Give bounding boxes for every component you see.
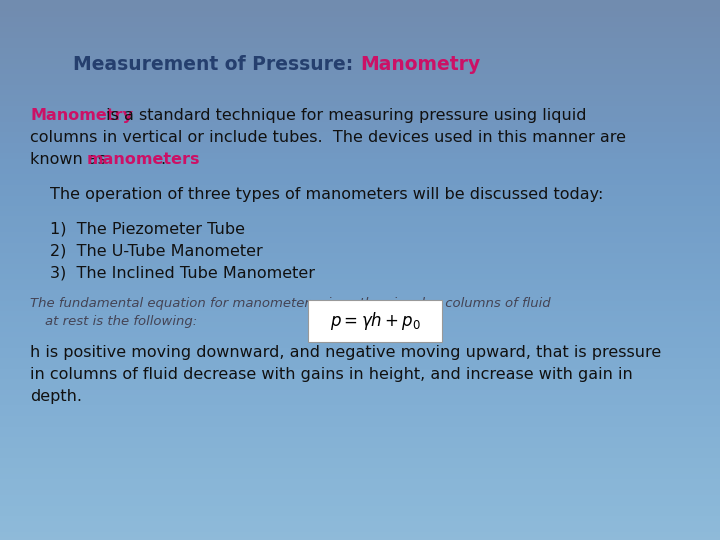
Text: .: . <box>160 152 165 167</box>
Text: columns in vertical or include tubes.  The devices used in this manner are: columns in vertical or include tubes. Th… <box>30 130 626 145</box>
Text: in columns of fluid decrease with gains in height, and increase with gain in: in columns of fluid decrease with gains … <box>30 367 633 382</box>
Text: Manometry: Manometry <box>30 108 133 123</box>
Text: The fundamental equation for manometers since they involve columns of fluid: The fundamental equation for manometers … <box>30 297 551 310</box>
Text: The operation of three types of manometers will be discussed today:: The operation of three types of manomete… <box>50 187 603 202</box>
Text: is a standard technique for measuring pressure using liquid: is a standard technique for measuring pr… <box>101 108 587 123</box>
Text: h is positive moving downward, and negative moving upward, that is pressure: h is positive moving downward, and negat… <box>30 345 661 360</box>
Text: 2)  The U-Tube Manometer: 2) The U-Tube Manometer <box>50 243 263 258</box>
FancyBboxPatch shape <box>308 300 442 342</box>
Text: Measurement of Pressure:: Measurement of Pressure: <box>73 55 360 74</box>
Text: 3)  The Inclined Tube Manometer: 3) The Inclined Tube Manometer <box>50 265 315 280</box>
Text: depth.: depth. <box>30 389 82 404</box>
Text: at rest is the following:: at rest is the following: <box>45 315 197 328</box>
Text: 1)  The Piezometer Tube: 1) The Piezometer Tube <box>50 221 245 236</box>
Text: manometers: manometers <box>87 152 200 167</box>
Text: Manometry: Manometry <box>360 55 480 74</box>
Text: known as: known as <box>30 152 111 167</box>
Text: $p = \gamma h + p_0$: $p = \gamma h + p_0$ <box>330 310 420 332</box>
